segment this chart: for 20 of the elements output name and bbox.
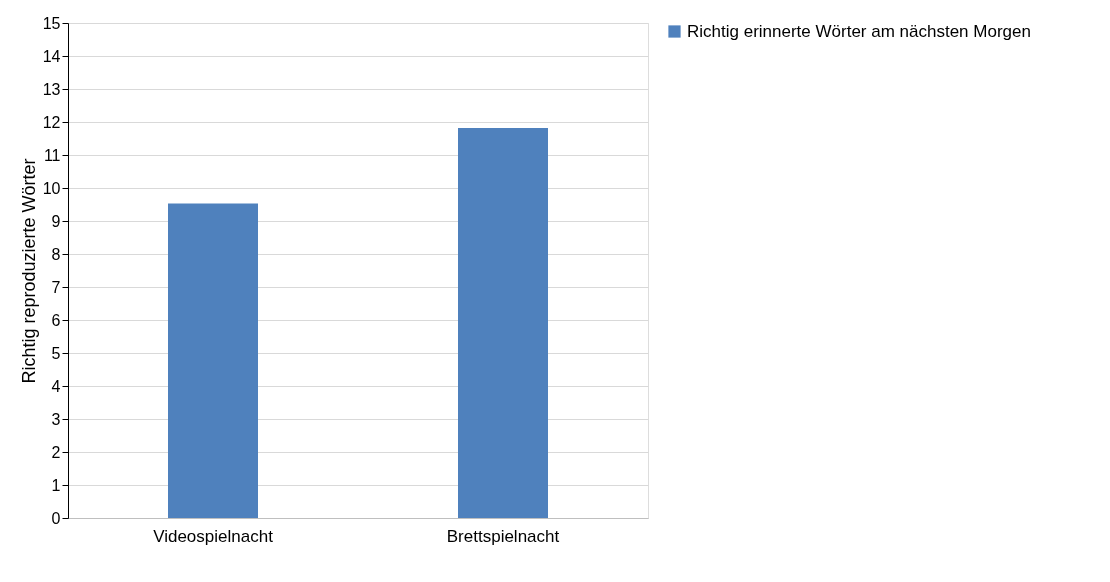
y-axis-title: Richtig reproduzierte Wörter: [18, 158, 39, 384]
y-tick-label: 1: [51, 476, 61, 494]
y-tick-label: 11: [43, 146, 61, 164]
y-tick-label: 7: [51, 278, 61, 296]
x-tick-label: Brettspielnacht: [446, 526, 560, 546]
y-tick-label: 10: [42, 179, 61, 197]
y-tick-label: 8: [51, 245, 61, 263]
y-tick-label: 4: [51, 377, 61, 395]
y-tick-label: 0: [51, 509, 61, 527]
y-tick-label: 3: [51, 410, 61, 428]
y-tick-label: 15: [42, 14, 61, 32]
y-tick-label: 9: [51, 212, 61, 230]
y-tick-label: 12: [42, 113, 61, 131]
y-tick-label: 14: [42, 47, 61, 65]
x-tick-label: Videospielnacht: [153, 526, 274, 546]
y-tick-label: 5: [51, 344, 61, 362]
y-tick-label: 6: [51, 311, 61, 329]
legend-label: Richtig erinnerte Wörter am nächsten Morgen: [687, 21, 1031, 41]
y-tick-label: 13: [42, 80, 61, 98]
y-tick-label: 2: [51, 443, 61, 461]
